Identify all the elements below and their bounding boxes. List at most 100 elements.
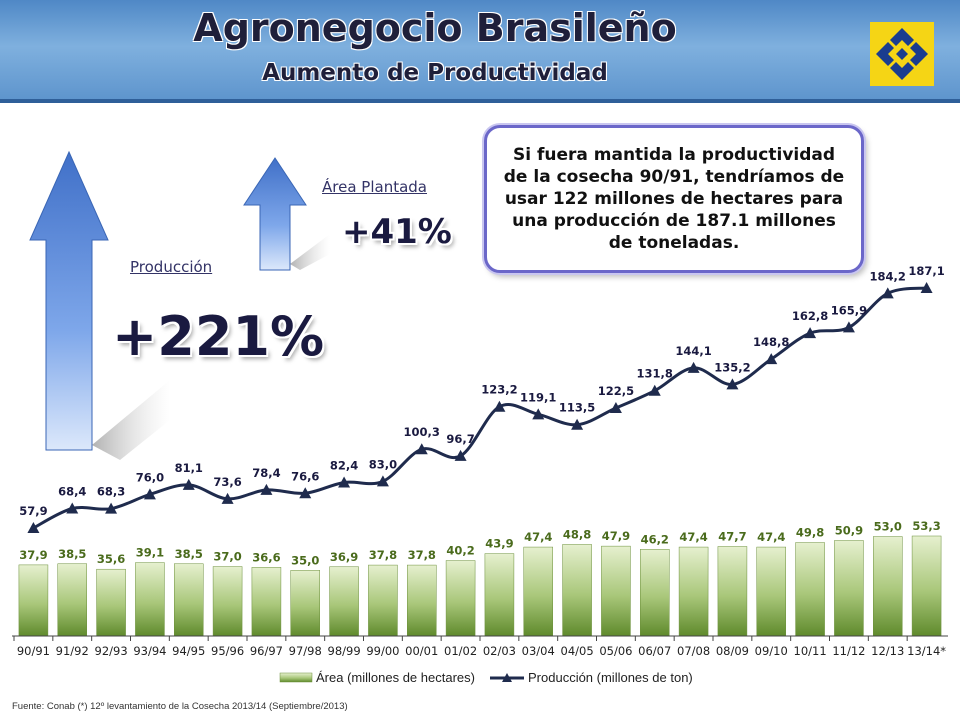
production-point <box>182 478 195 490</box>
callout-text: Si fuera mantida la productividad de la … <box>503 144 845 254</box>
x-tick-label: 98/99 <box>328 644 361 658</box>
area-value-label: 53,3 <box>912 519 940 533</box>
x-tick-label: 02/03 <box>483 644 516 658</box>
area-value-label: 47,7 <box>718 530 746 544</box>
area-value-label: 53,0 <box>874 520 902 534</box>
area-value-label: 35,6 <box>97 552 125 566</box>
production-value-label: 148,8 <box>753 335 789 349</box>
production-point <box>260 483 273 495</box>
x-tick-label: 91/92 <box>56 644 89 658</box>
production-point <box>532 408 545 420</box>
x-tick-label: 11/12 <box>832 644 865 658</box>
area-bar <box>174 563 204 637</box>
production-value-label: 144,1 <box>675 344 711 358</box>
area-bar <box>251 567 282 637</box>
x-tick-label: 03/04 <box>522 644 555 658</box>
x-tick-label: 97/98 <box>289 644 322 658</box>
x-tick-labels: 90/91 91/92 92/93 93/94 94/95 95/96 96/97 97/98… <box>13 636 946 658</box>
x-tick-label: 99/00 <box>366 644 399 658</box>
production-point <box>27 522 40 533</box>
area-bars: 37,9 38,5 35,6 39,1 38,5 37,0 36,6 35,0 36,9 37,8… <box>18 519 942 637</box>
page-title: Agronegocio Brasileño <box>193 6 677 50</box>
x-tick-label: 05/06 <box>599 644 632 658</box>
production-point <box>415 443 428 455</box>
x-tick-label: 92/93 <box>95 644 128 658</box>
callout-box: Si fuera mantida la productividad de la … <box>484 125 864 273</box>
area-bar <box>640 549 670 637</box>
x-tick-label: 94/95 <box>172 644 205 658</box>
area-bar <box>290 570 320 637</box>
production-value-label: 73,6 <box>213 475 241 489</box>
production-value-label: 123,2 <box>481 383 517 397</box>
production-point <box>804 327 817 339</box>
production-point <box>493 400 506 412</box>
x-tick-label: 12/13 <box>871 644 904 658</box>
production-point <box>66 502 79 514</box>
legend-area-label: Área (millones de hectares) <box>316 670 475 685</box>
area-value-label: 37,9 <box>19 548 47 562</box>
production-arrow <box>29 150 109 451</box>
area-bar <box>523 546 553 637</box>
production-point <box>338 476 351 488</box>
source-note: Fuente: Conab (*) 12º levantamiento de l… <box>12 701 348 712</box>
production-value-label: 184,2 <box>870 269 906 283</box>
area-value-label: 38,5 <box>58 547 86 561</box>
legend-production-label: Producción (millones de ton) <box>528 670 693 685</box>
area-value-label: 35,0 <box>291 553 319 567</box>
production-point <box>221 492 234 504</box>
production-value-label: 81,1 <box>175 461 203 475</box>
x-tick-label: 08/09 <box>716 644 749 658</box>
production-point <box>648 384 661 396</box>
area-value-label: 47,4 <box>757 530 785 544</box>
production-point <box>842 321 855 333</box>
production-value-label: 78,4 <box>252 466 280 480</box>
production-percent: +221% <box>112 305 325 368</box>
legend-area-swatch <box>279 672 313 683</box>
x-tick-label: 06/07 <box>638 644 671 658</box>
legend-production-marker <box>502 673 512 682</box>
production-line: 57,9 68,4 68,3 76,0 81,1 73,6 78,4 76,6 82,4 83,0… <box>19 264 945 533</box>
area-bar <box>96 568 126 637</box>
bank-logo <box>870 22 934 86</box>
x-tick-label: 90/91 <box>17 644 50 658</box>
production-value-label: 82,4 <box>330 458 358 472</box>
area-value-label: 43,9 <box>485 537 513 551</box>
area-value-label: 47,4 <box>679 530 707 544</box>
x-tick-label: 93/94 <box>133 644 166 658</box>
production-point <box>881 287 894 299</box>
production-value-label: 96,7 <box>446 432 474 446</box>
production-value-label: 76,0 <box>136 470 164 484</box>
area-value-label: 47,4 <box>524 530 552 544</box>
area-bar <box>484 553 515 637</box>
area-bar <box>57 563 87 637</box>
area-percent: +41% <box>342 212 452 252</box>
area-value-label: 36,9 <box>330 550 358 564</box>
x-tick-label: 96/97 <box>250 644 283 658</box>
production-value-label: 122,5 <box>598 384 634 398</box>
production-value-label: 57,9 <box>19 504 47 518</box>
area-bar <box>445 560 476 637</box>
production-point <box>105 502 118 514</box>
x-tick-label: 09/10 <box>755 644 788 658</box>
area-bar <box>212 566 243 637</box>
production-value-label: 68,4 <box>58 484 86 498</box>
x-tick-label: 13/14* <box>907 644 946 658</box>
production-value-label: 187,1 <box>908 264 944 278</box>
area-bar <box>873 536 903 637</box>
area-label: Área Plantada <box>322 178 427 196</box>
area-bar <box>329 566 359 637</box>
x-tick-label: 01/02 <box>444 644 477 658</box>
production-value-label: 131,8 <box>637 367 673 381</box>
x-tick-label: 95/96 <box>211 644 244 658</box>
production-value-label: 113,5 <box>559 401 595 415</box>
area-bar <box>795 542 825 637</box>
area-bar <box>407 564 437 637</box>
area-bar <box>135 562 165 637</box>
area-value-label: 38,5 <box>175 547 203 561</box>
production-arrow-shadow <box>92 380 170 460</box>
area-value-label: 40,2 <box>446 544 474 558</box>
area-bar <box>562 544 592 637</box>
production-value-label: 76,6 <box>291 469 319 483</box>
x-tick-label: 00/01 <box>405 644 438 658</box>
